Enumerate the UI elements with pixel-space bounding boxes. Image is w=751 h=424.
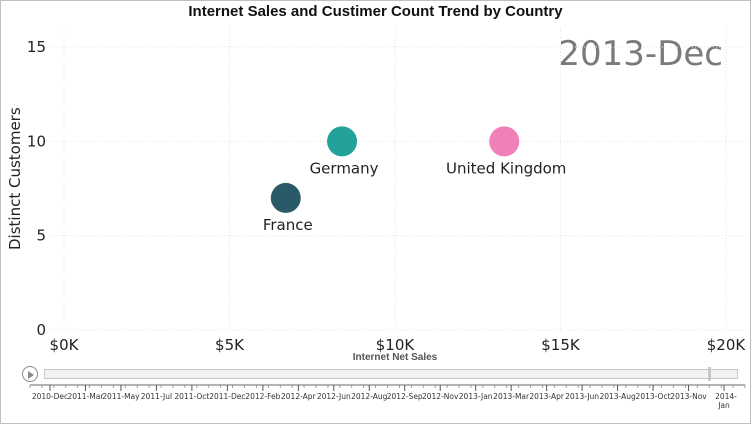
timeline-label: 2012-Nov [422, 392, 459, 401]
timeline-label: 2013-Jun [565, 392, 599, 401]
timeline-slider-track[interactable] [44, 369, 738, 379]
timeline-label: 2013-Apr [529, 392, 565, 401]
timeline-label: 2013-Jan [459, 392, 493, 401]
y-tick-label: 15 [27, 38, 46, 56]
bubble-united-kingdom [489, 126, 520, 157]
timeline-label: 2013-Aug [599, 392, 636, 401]
timeline-label: 2012-Feb [245, 392, 280, 401]
bubble-germany [327, 126, 358, 157]
timeline-label: 2010-Dec [32, 392, 68, 401]
x-tick-label: $0K [50, 336, 80, 354]
timeline-label: 2012-Aug [351, 392, 388, 401]
y-tick-label: 10 [27, 132, 46, 150]
y-tick-label: 0 [36, 321, 46, 339]
bubble-label: France [263, 216, 313, 234]
timeline-label: 2011-May [102, 392, 140, 401]
bubble-label: Germany [310, 159, 379, 177]
x-tick-label: $5K [215, 336, 245, 354]
bubble-label: United Kingdom [446, 159, 566, 177]
period-label: 2013-Dec [558, 34, 723, 74]
timeline-label: 2013-Nov [670, 392, 707, 401]
timeline-label: 2012-Jun [317, 392, 351, 401]
play-icon [28, 370, 34, 379]
scatter-plot: 0 5 10 15 $0K $5K $10K $15K $20K France Germany Uni… [27, 28, 748, 354]
timeline-label: 2011-Dec [209, 392, 245, 401]
timeline-label: 2013-Oct [636, 392, 671, 401]
chart-title: Internet Sales and Custimer Count Trend … [188, 3, 563, 20]
timeline-label: 2011-Mar [67, 392, 104, 401]
timeline-label-cont: Jan [717, 401, 730, 410]
timeline-label: 2011-Oct [174, 392, 209, 401]
bubble-france [270, 182, 301, 213]
play-button[interactable] [22, 366, 38, 382]
timeline-label: 2012-Apr [281, 392, 317, 401]
y-tick-label: 5 [36, 227, 46, 245]
x-tick-label: $15K [541, 336, 581, 354]
timeline-label: 2012-Sep [387, 392, 423, 401]
timeline-label: 2011-Jul [141, 392, 172, 401]
timeline-label: 2014- [715, 392, 737, 401]
timeline-slider-handle[interactable] [708, 367, 711, 381]
x-axis-label: Internet Net Sales [352, 352, 438, 363]
x-tick-label: $10K [376, 336, 416, 354]
timeline-label: 2013-Mar [493, 392, 530, 401]
x-tick-label: $20K [707, 336, 747, 354]
